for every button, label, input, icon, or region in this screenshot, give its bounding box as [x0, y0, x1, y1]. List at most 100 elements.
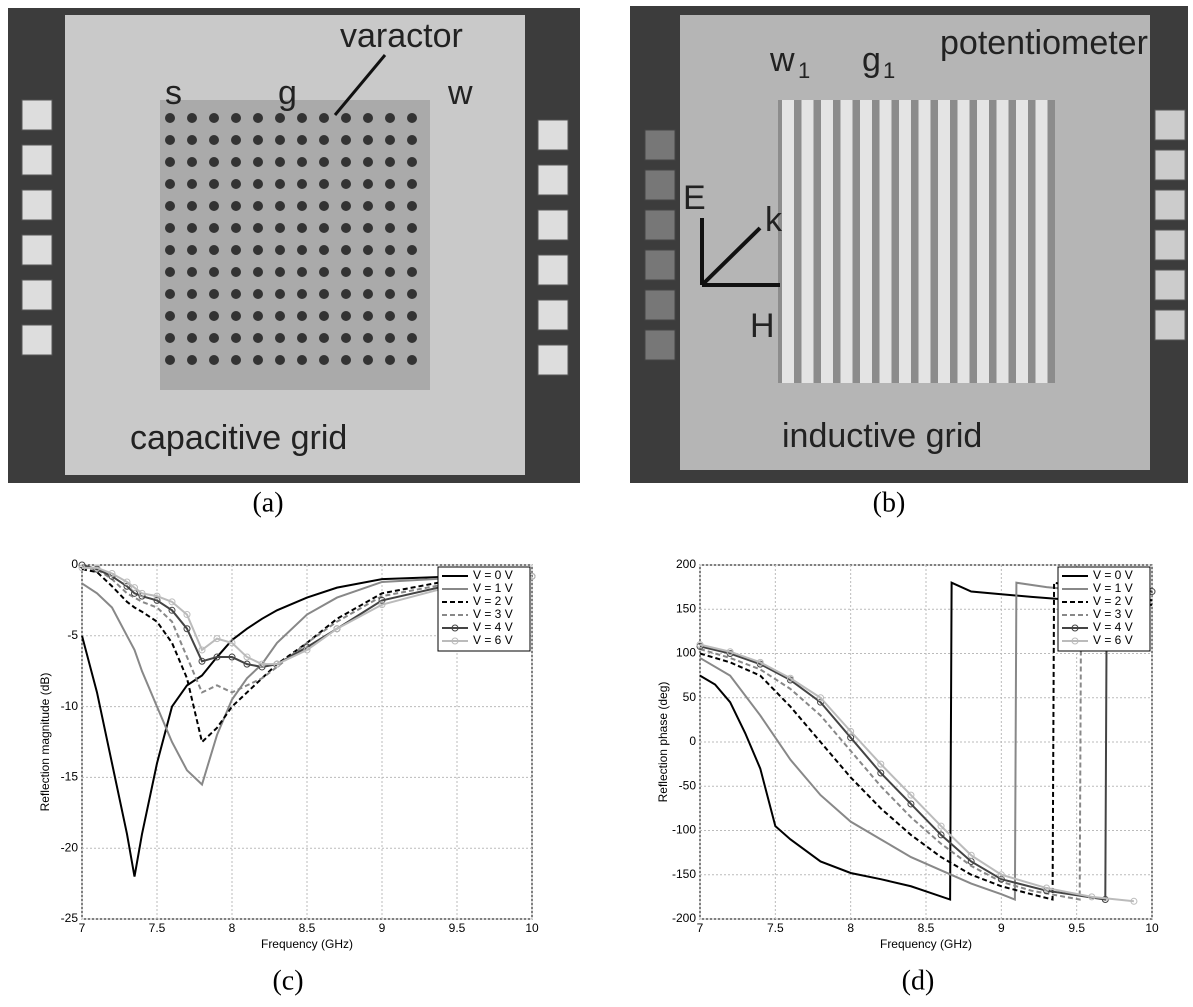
arrow	[333, 54, 387, 116]
series-line	[699, 581, 1153, 901]
varactor-dot	[319, 201, 329, 211]
varactor-dot	[297, 311, 307, 321]
connector	[537, 209, 569, 241]
varactor-dot	[253, 135, 263, 145]
varactor-dot	[363, 157, 373, 167]
varactor-dot	[385, 135, 395, 145]
varactor-dot	[319, 135, 329, 145]
strip	[879, 100, 892, 383]
varactor-dot	[297, 267, 307, 277]
varactor-dot	[187, 245, 197, 255]
legend-label: V = 3 V	[473, 607, 513, 621]
varactor-dot	[385, 201, 395, 211]
varactor-dot	[319, 333, 329, 343]
varactor-dot	[407, 267, 417, 277]
varactor-dot	[165, 157, 175, 167]
varactor-dot	[341, 113, 351, 123]
strip	[782, 100, 794, 383]
marker	[78, 564, 86, 572]
varactor-dot	[341, 289, 351, 299]
y-tick-label: -150	[672, 867, 696, 881]
varactor-dot	[253, 179, 263, 189]
strip	[918, 100, 931, 383]
varactor-dot	[253, 333, 263, 343]
x-axis-label: Frequency (GHz)	[880, 937, 972, 951]
connector	[644, 329, 676, 361]
y-tick-label: -5	[67, 628, 78, 642]
marker	[213, 653, 221, 661]
marker	[786, 674, 794, 682]
marker	[258, 660, 266, 668]
varactor-dot	[341, 267, 351, 277]
connector	[21, 144, 53, 176]
varactor-dot	[363, 113, 373, 123]
varactor-dot	[209, 113, 219, 123]
varactor-dot	[165, 135, 175, 145]
marker	[907, 791, 915, 799]
marker	[138, 589, 146, 597]
legend-label: V = 0 V	[1093, 568, 1133, 582]
varactor-dot	[231, 289, 241, 299]
strip	[1016, 100, 1028, 383]
varactor-dot	[297, 355, 307, 365]
varactor-dot	[209, 157, 219, 167]
varactor-dot	[165, 223, 175, 233]
marker	[123, 578, 131, 586]
varactor-dot	[231, 267, 241, 277]
varactor-dot	[297, 157, 307, 167]
marker	[937, 822, 945, 830]
x-tick-label: 9	[379, 921, 386, 935]
connector	[21, 324, 53, 356]
marker	[877, 769, 885, 777]
marker	[817, 694, 825, 702]
connector	[1154, 189, 1186, 221]
varactor-dot	[407, 333, 417, 343]
varactor-dot	[231, 179, 241, 189]
varactor-dot	[363, 333, 373, 343]
varactor-dot	[165, 311, 175, 321]
varactor-dot	[231, 201, 241, 211]
marker	[153, 596, 161, 604]
legend-label: V = 0 V	[473, 568, 513, 582]
label-w: w	[447, 74, 473, 112]
y-tick-label: 100	[676, 646, 696, 660]
strip	[801, 100, 814, 383]
marker	[198, 646, 206, 654]
x-tick-label: 7.5	[767, 921, 784, 935]
legend-label: V = 6 V	[473, 633, 513, 647]
varactor-dot	[319, 311, 329, 321]
varactor-dot	[319, 113, 329, 123]
varactor-dot	[341, 311, 351, 321]
varactor-dot	[385, 267, 395, 277]
varactor-dot	[187, 289, 197, 299]
varactor-dot	[275, 179, 285, 189]
label-e: E	[683, 179, 706, 217]
marker	[168, 598, 176, 606]
caption: (a)	[252, 487, 283, 518]
varactor-dot	[297, 201, 307, 211]
marker	[1043, 884, 1051, 892]
varactor-dot	[231, 113, 241, 123]
varactor-dot	[253, 267, 263, 277]
strip	[938, 100, 950, 383]
varactor-dot	[407, 135, 417, 145]
varactor-dot	[275, 113, 285, 123]
x-tick-label: 7	[79, 921, 86, 935]
strip	[821, 100, 833, 383]
marker	[131, 584, 138, 592]
label-h: H	[750, 307, 775, 345]
varactor-dot	[297, 179, 307, 189]
varactor-dot	[363, 311, 373, 321]
varactor-dot	[165, 355, 175, 365]
y-tick-label: 200	[676, 557, 696, 571]
label-varactor: varactor	[340, 17, 463, 55]
varactor-dot	[209, 355, 219, 365]
varactor-dot	[407, 223, 417, 233]
varactor-dot	[385, 157, 395, 167]
grid-area	[778, 100, 1055, 383]
connector	[537, 344, 569, 376]
y-tick-label: -50	[679, 778, 697, 792]
varactor-dot	[363, 179, 373, 189]
x-tick-label: 8	[847, 921, 854, 935]
varactor-dot	[407, 245, 417, 255]
